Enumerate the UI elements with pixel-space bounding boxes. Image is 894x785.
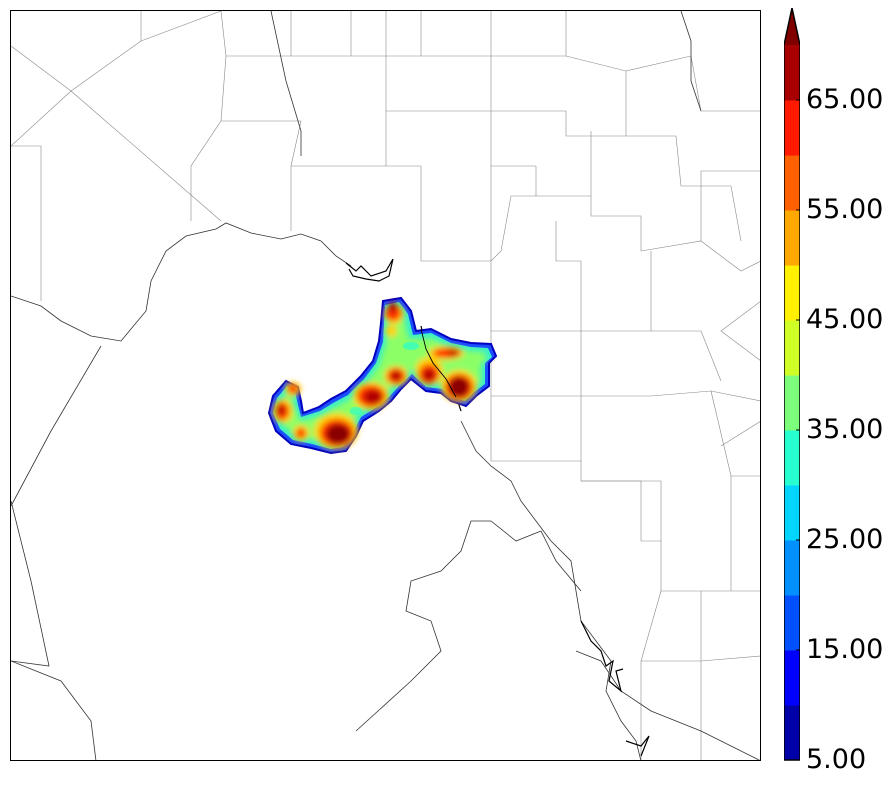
colorbar-tick-label: 55.00 bbox=[806, 194, 884, 225]
colorbar-bin bbox=[784, 265, 800, 321]
colorbar-bin bbox=[784, 100, 800, 156]
colorbar-bin bbox=[784, 430, 800, 486]
colorbar-bin bbox=[784, 650, 800, 706]
colorbar-bin bbox=[784, 705, 800, 761]
state-boundaries bbox=[11, 11, 760, 760]
colorbar-extend-arrow bbox=[784, 8, 800, 45]
colorbar-bin bbox=[784, 155, 800, 211]
colorbar-tick-label: 65.00 bbox=[806, 84, 884, 115]
colorbar-bin bbox=[784, 210, 800, 266]
colorbar-tick-label: 35.00 bbox=[806, 414, 884, 445]
map-canvas bbox=[11, 11, 760, 760]
colorbar-bin bbox=[784, 45, 800, 101]
colorbar-bin bbox=[784, 375, 800, 431]
map-panel bbox=[10, 10, 761, 761]
radar-echoes bbox=[267, 296, 498, 455]
colorbar-tick-label: 15.00 bbox=[806, 634, 884, 665]
colorbar-bin bbox=[784, 595, 800, 651]
colorbar-tick-label: 25.00 bbox=[806, 524, 884, 555]
colorbar-tick-label: 5.00 bbox=[806, 744, 867, 775]
colorbar-bin bbox=[784, 485, 800, 541]
colorbar-bin bbox=[784, 540, 800, 596]
county-boundaries bbox=[11, 11, 760, 760]
colorbar bbox=[784, 8, 800, 761]
colorbar-bin bbox=[784, 320, 800, 376]
colorbar-tick-label: 45.00 bbox=[806, 304, 884, 335]
